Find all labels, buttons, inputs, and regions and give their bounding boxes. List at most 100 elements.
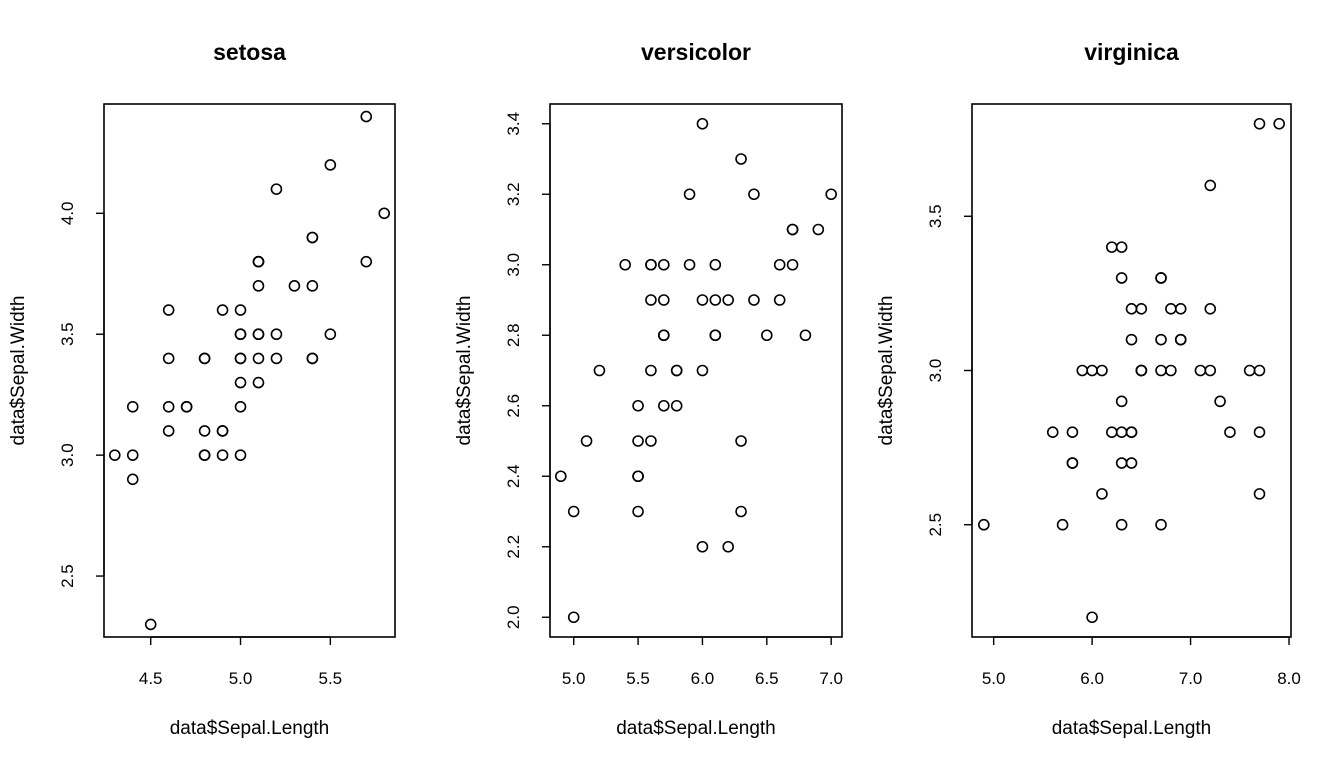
panel-title: virginica: [1084, 39, 1179, 65]
data-point: [198, 352, 211, 365]
panel-title: setosa: [213, 39, 286, 65]
data-point: [288, 280, 301, 292]
y-tick-label: 2.5: [926, 513, 945, 537]
y-tick-label: 3.5: [926, 204, 945, 228]
data-point: [270, 352, 283, 365]
x-tick-label: 6.0: [691, 669, 715, 688]
x-tick-label: 6.5: [755, 669, 779, 688]
data-point: [645, 435, 657, 447]
data-point: [1253, 364, 1266, 377]
data-point: [670, 399, 683, 412]
data-point: [632, 505, 644, 518]
data-point: [1243, 364, 1256, 377]
data-point: [306, 352, 319, 365]
data-point: [1174, 303, 1187, 315]
data-point: [632, 470, 644, 483]
panel-setosa: setosa 4.5 5.0 5.5 data$Sepal.Length 2.5 3.0 3.…: [8, 39, 396, 739]
data-point: [234, 400, 247, 413]
data-point: [1253, 117, 1266, 130]
data-point: [270, 328, 283, 341]
x-axis-title: data$Sepal.Length: [1052, 718, 1212, 739]
data-point: [126, 473, 139, 486]
data-point: [722, 540, 734, 553]
data-point: [198, 449, 211, 461]
data-point: [1214, 395, 1226, 408]
data-point: [234, 352, 247, 365]
data-point: [216, 304, 229, 316]
data-point: [252, 328, 265, 341]
y-tick-label: 2.6: [504, 394, 523, 418]
data-point: [761, 329, 773, 342]
x-tick-label: 7.0: [1179, 669, 1203, 688]
data-point: [748, 188, 760, 201]
data-point: [1155, 333, 1167, 346]
data-point: [696, 364, 709, 377]
y-tick-label: 3.4: [504, 112, 523, 136]
x-tick-label: 5.0: [982, 669, 1006, 688]
data-point: [324, 159, 337, 171]
data-point: [1273, 117, 1285, 130]
data-point: [1204, 364, 1217, 377]
data-point: [658, 258, 670, 271]
data-point: [180, 400, 193, 413]
data-point: [1224, 426, 1236, 438]
data-point: [696, 540, 709, 553]
data-point: [619, 258, 631, 271]
y-tick-label: 3.2: [504, 182, 523, 206]
x-tick-label: 6.0: [1080, 669, 1104, 688]
data-point: [216, 449, 229, 461]
data-point: [1106, 241, 1118, 253]
data-point: [234, 328, 247, 341]
data-point: [696, 294, 709, 306]
data-point: [812, 223, 825, 236]
data-point: [1125, 333, 1138, 346]
data-point: [567, 505, 580, 518]
data-point: [709, 294, 722, 306]
y-tick-label: 3.0: [504, 253, 523, 277]
panel-title: versicolor: [641, 39, 751, 65]
data-point: [144, 618, 157, 631]
data-point: [825, 188, 837, 201]
data-point: [1155, 518, 1167, 531]
data-point: [683, 188, 696, 201]
data-point: [1165, 303, 1177, 315]
data-point: [1066, 426, 1079, 438]
data-point: [1115, 241, 1128, 253]
x-tick-label: 4.5: [139, 669, 163, 688]
data-point: [216, 425, 229, 437]
data-point: [1135, 364, 1148, 377]
data-point: [670, 364, 683, 377]
data-point: [162, 425, 175, 437]
data-point: [735, 153, 747, 165]
data-point: [378, 207, 391, 220]
data-point: [632, 435, 644, 447]
data-point: [709, 258, 722, 271]
y-tick-label: 2.4: [504, 464, 523, 488]
data-point: [162, 352, 175, 365]
data-point: [1115, 426, 1128, 438]
panel-versicolor: versicolor 5.0 5.5 6.0 6.5 7.0 data$Sepal.Leng…: [454, 39, 843, 739]
data-point: [252, 255, 265, 268]
data-point: [658, 294, 670, 306]
data-point: [1086, 364, 1098, 377]
data-point: [735, 435, 747, 447]
x-tick-label: 5.0: [562, 669, 586, 688]
data-point: [1253, 488, 1266, 500]
data-point: [360, 255, 373, 268]
data-point: [360, 110, 373, 123]
data-point: [1096, 488, 1108, 500]
plot-frame: [971, 103, 1292, 638]
data-point: [658, 329, 670, 342]
y-axis-title: data$Sepal.Width: [876, 296, 897, 446]
data-point: [773, 294, 786, 306]
data-point: [1155, 364, 1167, 377]
y-tick-label: 4.0: [58, 201, 77, 225]
data-point: [1253, 426, 1266, 438]
data-point: [555, 470, 567, 483]
data-point: [234, 449, 247, 461]
y-axis-title: data$Sepal.Width: [454, 296, 475, 446]
data-point: [748, 294, 760, 306]
x-tick-label: 8.0: [1277, 669, 1301, 688]
data-point: [709, 329, 722, 342]
data-point: [683, 258, 696, 271]
